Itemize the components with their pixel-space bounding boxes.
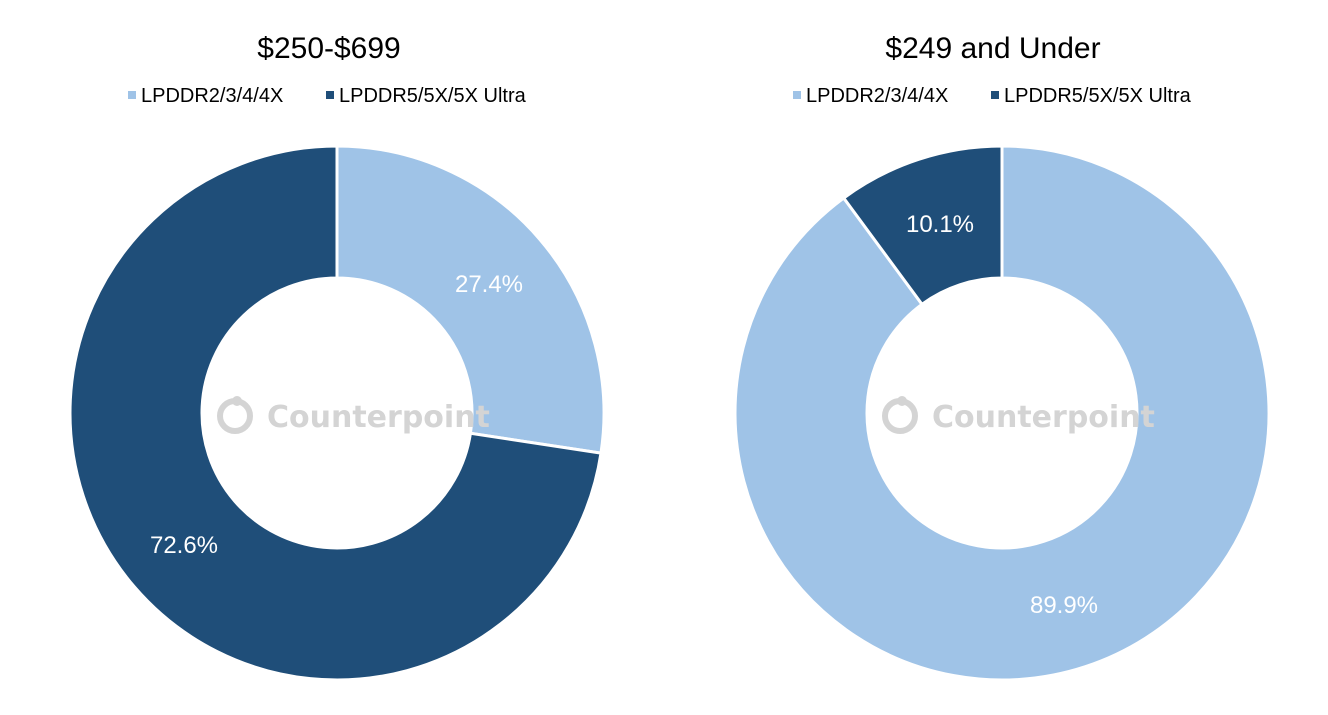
donut-left: [68, 144, 606, 682]
legend-right: LPDDR2/3/4/4X LPDDR5/5X/5X Ultra: [793, 85, 1192, 107]
watermark-text-right: Counterpoint: [932, 400, 1155, 435]
watermark-logo-dot-right: [897, 396, 907, 406]
legend-label-right-dark: LPDDR5/5X/5X Ultra: [1004, 85, 1192, 107]
legend-swatch-left-dark: [326, 91, 334, 99]
donut-right: [733, 144, 1271, 682]
watermark-right: Counterpoint: [882, 396, 1155, 435]
slice-label-left-dark: 72.6%: [150, 532, 218, 559]
slice-label-left-light: 27.4%: [455, 271, 523, 298]
donut-slice-right-light: [733, 144, 1271, 682]
donut-slice-left-dark: [68, 144, 603, 682]
watermark-text-left: Counterpoint: [267, 400, 490, 435]
legend-swatch-left-light: [128, 91, 136, 99]
donut-slice-right-dark: [841, 144, 1004, 307]
legend-label-left-dark: LPDDR5/5X/5X Ultra: [339, 85, 527, 107]
donut-slice-left-light: [335, 144, 606, 455]
legend-swatch-right-light: [793, 91, 801, 99]
watermark-logo-dot-left: [232, 396, 242, 406]
slice-label-right-dark: 10.1%: [906, 211, 974, 238]
slice-label-right-light: 89.9%: [1030, 592, 1098, 619]
chart-title-left: $250-$699: [257, 32, 400, 65]
legend-label-right-light: LPDDR2/3/4/4X: [806, 85, 948, 107]
legend-label-left-light: LPDDR2/3/4/4X: [141, 85, 283, 107]
legend-swatch-right-dark: [991, 91, 999, 99]
chart-right: $249 and Under LPDDR2/3/4/4X LPDDR5/5X/5…: [733, 32, 1271, 682]
legend-left: LPDDR2/3/4/4X LPDDR5/5X/5X Ultra: [128, 85, 527, 107]
chart-title-right: $249 and Under: [885, 32, 1100, 65]
watermark-left: Counterpoint: [217, 396, 490, 435]
chart-left: $250-$699 LPDDR2/3/4/4X LPDDR5/5X/5X Ult…: [68, 32, 606, 682]
